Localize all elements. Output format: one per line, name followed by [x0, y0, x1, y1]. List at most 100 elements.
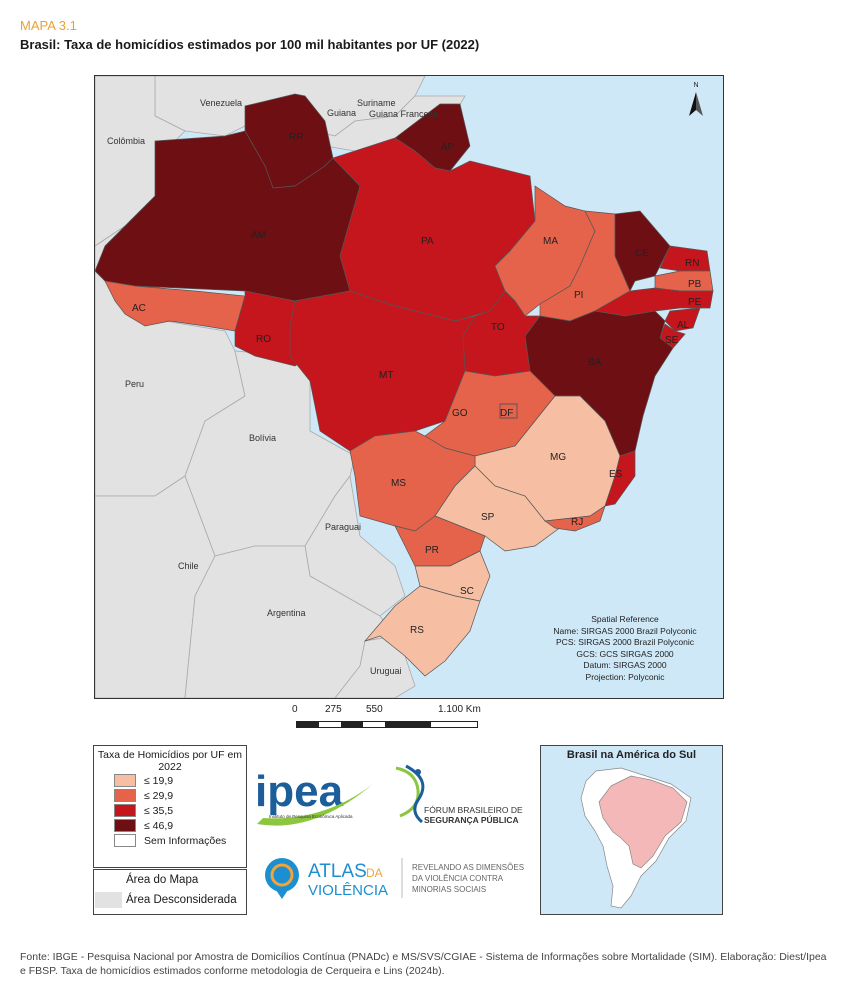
- legend: Taxa de Homicídios por UF em 2022 ≤ 19,9…: [93, 745, 247, 868]
- spatial-reference: Spatial Reference Name: SIRGAS 2000 Braz…: [535, 614, 715, 683]
- spatial-reference-line: Projection: Polyconic: [585, 671, 665, 682]
- scale-bar-graphic: [296, 721, 478, 728]
- label-ro: RO: [256, 334, 271, 345]
- state-al: [664, 307, 701, 332]
- inset-map-graphic: [580, 767, 692, 909]
- label-bolivia: Bolívia: [249, 433, 276, 443]
- area-label: Área Desconsiderada: [126, 894, 237, 906]
- label-am: AM: [251, 230, 266, 241]
- state-pr: [394, 515, 486, 567]
- source-note: Fonte: IBGE - Pesquisa Nacional por Amos…: [20, 951, 827, 977]
- label-rj: RJ: [571, 517, 583, 528]
- label-se: SE: [665, 335, 679, 346]
- label-pb: PB: [688, 279, 702, 290]
- state-es: [604, 450, 636, 507]
- spatial-reference-line: GCS: GCS SIRGAS 2000: [576, 648, 674, 659]
- legend-item: ≤ 35,5: [114, 803, 246, 818]
- svg-text:FÓRUM BRASILEIRO DE: FÓRUM BRASILEIRO DE: [424, 805, 523, 815]
- legend-label: ≤ 29,9: [144, 789, 174, 802]
- svg-text:MINORIAS SOCIAIS: MINORIAS SOCIAIS: [412, 885, 486, 894]
- north-arrow-icon: N: [689, 82, 703, 116]
- state-rj: [544, 505, 606, 532]
- country-uruguay: [334, 635, 416, 698]
- label-sp: SP: [481, 512, 495, 523]
- label-argentina: Argentina: [267, 608, 306, 618]
- label-colombia: Colômbia: [107, 136, 145, 146]
- label-to: TO: [491, 322, 505, 333]
- area-legend-item: Área Desconsiderada: [94, 890, 246, 910]
- svg-text:N: N: [693, 82, 698, 89]
- label-go: GO: [452, 408, 468, 419]
- label-al: AL: [677, 320, 690, 331]
- ipea-logo: ipea Instituto de Pesquisa Econômica Apl…: [253, 762, 378, 832]
- atlas-da-violencia-logo: ATLAS DA VIOLÊNCIA REVELANDO AS DIMENSÕE…: [262, 853, 542, 903]
- country-argentina: [184, 545, 396, 698]
- legend-item: ≤ 46,9: [114, 818, 246, 833]
- svg-text:ipea: ipea: [255, 767, 344, 816]
- label-df: DF: [500, 408, 513, 419]
- legend-item: ≤ 29,9: [114, 788, 246, 803]
- label-ma: MA: [543, 236, 558, 247]
- state-ce: [614, 210, 671, 292]
- legend-label: ≤ 46,9: [144, 819, 174, 832]
- label-venezuela: Venezuela: [200, 98, 242, 108]
- map-frame: Venezuela Suriname Guiana Guiana Frances…: [94, 75, 724, 699]
- map-title: Brasil: Taxa de homicídios estimados por…: [20, 37, 480, 52]
- label-pi: PI: [574, 290, 583, 301]
- state-mt: [289, 290, 476, 452]
- legend-swatch: [114, 819, 136, 832]
- legend-swatch: [114, 789, 136, 802]
- label-pr: PR: [425, 545, 439, 556]
- label-ba: BA: [588, 357, 602, 368]
- state-ac: [104, 280, 246, 332]
- state-rs: [363, 585, 481, 677]
- label-guiana: Guiana: [327, 108, 356, 118]
- legend-swatch: [114, 834, 136, 847]
- legend-label: ≤ 19,9: [144, 774, 174, 787]
- legend-item: Sem Informações: [114, 833, 246, 848]
- area-legend: Área do Mapa Área Desconsiderada: [93, 869, 247, 915]
- label-guiana-francesa: Guiana Francesa: [369, 109, 438, 119]
- legend-item: ≤ 19,9: [114, 773, 246, 788]
- legend-title: Taxa de Homicídios por UF em 2022: [97, 749, 243, 773]
- legend-swatch: [114, 774, 136, 787]
- scale-tick: 550: [366, 704, 383, 715]
- label-rr: RR: [289, 132, 303, 143]
- spatial-reference-line: Spatial Reference: [591, 614, 659, 624]
- area-swatch: [95, 892, 122, 908]
- svg-text:REVELANDO AS DIMENSÕES: REVELANDO AS DIMENSÕES: [412, 863, 524, 872]
- label-suriname: Suriname: [357, 98, 396, 108]
- label-ap: AP: [441, 142, 455, 153]
- label-ms: MS: [391, 478, 406, 489]
- state-df: [499, 403, 518, 419]
- area-label: Área do Mapa: [126, 874, 199, 886]
- svg-text:SEGURANÇA PÚBLICA: SEGURANÇA PÚBLICA: [424, 814, 519, 825]
- svg-text:ATLAS: ATLAS: [308, 861, 367, 882]
- label-chile: Chile: [178, 561, 199, 571]
- label-rn: RN: [685, 258, 699, 269]
- fbsp-logo: FÓRUM BRASILEIRO DE SEGURANÇA PÚBLICA: [388, 760, 538, 830]
- inset-map: Brasil na América do Sul: [540, 745, 723, 915]
- area-swatch: [95, 872, 122, 888]
- spatial-reference-line: Datum: SIRGAS 2000: [583, 660, 667, 670]
- label-rs: RS: [410, 625, 424, 636]
- map-canvas: Venezuela Suriname Guiana Guiana Frances…: [95, 76, 714, 698]
- inset-title: Brasil na América do Sul: [566, 749, 697, 761]
- label-ce: CE: [635, 248, 649, 259]
- legend-label: Sem Informações: [144, 834, 227, 847]
- label-mg: MG: [550, 452, 566, 463]
- scale-tick: 275: [325, 704, 342, 715]
- label-uruguai: Uruguai: [370, 666, 402, 676]
- label-mt: MT: [379, 370, 393, 381]
- legend-label: ≤ 35,5: [144, 804, 174, 817]
- label-pa: PA: [421, 236, 434, 247]
- label-paraguai: Paraguai: [325, 522, 361, 532]
- svg-text:Instituto de Pesquisa Econômic: Instituto de Pesquisa Econômica Aplicada: [269, 814, 353, 819]
- spatial-reference-line: PCS: SIRGAS 2000 Brazil Polyconic: [556, 637, 694, 647]
- legend-swatch: [114, 804, 136, 817]
- scale-bar: 0 275 550 1.100 Km: [270, 704, 500, 734]
- area-legend-item: Área do Mapa: [94, 870, 246, 890]
- label-ac: AC: [132, 303, 146, 314]
- scale-tick: 1.100 Km: [438, 704, 481, 715]
- scale-tick: 0: [292, 704, 298, 715]
